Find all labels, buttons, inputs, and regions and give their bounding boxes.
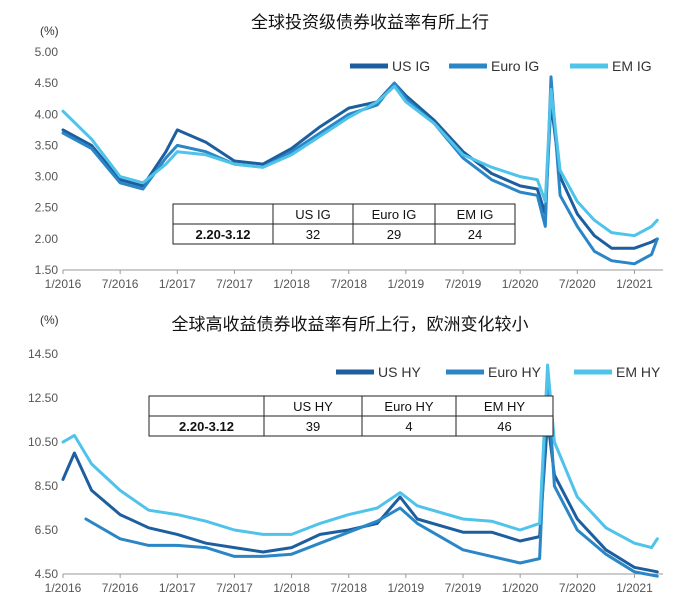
x-tick-label: 1/2019: [388, 581, 425, 595]
x-tick-label: 7/2019: [445, 277, 482, 291]
x-tick-label: 7/2020: [559, 581, 596, 595]
x-tick-label: 1/2018: [273, 277, 310, 291]
y-unit-label: (%): [40, 24, 59, 38]
table-value-cell: 29: [387, 227, 401, 242]
table-value-cell: 24: [468, 227, 482, 242]
legend-label: EM IG: [612, 58, 652, 74]
x-tick-label: 1/2019: [388, 277, 425, 291]
y-tick-label: 5.00: [35, 45, 59, 59]
x-tick-label: 1/2017: [159, 581, 196, 595]
series-line-em-hy: [61, 363, 659, 550]
legend-label: Euro IG: [491, 58, 539, 74]
table-value-cell: 32: [306, 227, 320, 242]
y-tick-label: 2.00: [35, 232, 59, 246]
y-unit-label: (%): [40, 313, 59, 327]
x-tick-label: 7/2019: [445, 581, 482, 595]
table-header-cell: US IG: [295, 207, 330, 222]
x-tick-label: 7/2017: [216, 581, 253, 595]
x-tick-label: 1/2016: [45, 581, 82, 595]
table-value-cell: 2.20-3.12: [179, 419, 234, 434]
x-tick-label: 1/2018: [273, 581, 310, 595]
x-tick-label: 7/2020: [559, 277, 596, 291]
table-header-cell: Euro HY: [384, 399, 433, 414]
x-tick-label: 1/2020: [502, 277, 539, 291]
y-tick-label: 3.00: [35, 170, 59, 184]
x-tick-label: 1/2017: [159, 277, 196, 291]
series-line-euro-hy: [84, 374, 659, 578]
y-tick-label: 6.50: [35, 523, 59, 537]
x-tick-label: 1/2020: [502, 581, 539, 595]
y-tick-label: 3.50: [35, 138, 59, 152]
table-value-cell: 46: [497, 419, 511, 434]
table-value-cell: 4: [405, 419, 412, 434]
x-tick-label: 7/2018: [330, 277, 367, 291]
x-tick-label: 1/2016: [45, 277, 82, 291]
series-line-em-ig: [61, 84, 659, 238]
chart-title: 全球投资级债券收益率有所上行: [251, 13, 489, 32]
x-tick-label: 1/2021: [616, 581, 653, 595]
y-tick-label: 8.50: [35, 479, 59, 493]
table-header-cell: EM HY: [484, 399, 526, 414]
y-tick-label: 14.50: [28, 347, 58, 361]
legend-label: EM HY: [616, 364, 661, 380]
series-line-us-ig: [61, 81, 659, 250]
x-tick-label: 1/2021: [616, 277, 653, 291]
y-tick-label: 4.50: [35, 567, 59, 581]
y-tick-label: 10.50: [28, 435, 58, 449]
y-tick-label: 4.50: [35, 76, 59, 90]
y-tick-label: 1.50: [35, 263, 59, 277]
y-tick-label: 2.50: [35, 201, 59, 215]
series-line-euro-ig: [61, 75, 659, 266]
y-tick-label: 12.50: [28, 391, 58, 405]
table-header-cell: US HY: [293, 399, 333, 414]
x-tick-label: 7/2017: [216, 277, 253, 291]
y-tick-label: 4.00: [35, 107, 59, 121]
table-header-cell: EM IG: [457, 207, 494, 222]
series-line-us-hy: [61, 418, 659, 574]
table-value-cell: 39: [306, 419, 320, 434]
table-header-cell: Euro IG: [372, 207, 417, 222]
legend-label: US HY: [378, 364, 421, 380]
legend-label: Euro HY: [488, 364, 542, 380]
x-tick-label: 7/2016: [102, 581, 139, 595]
x-tick-label: 7/2016: [102, 277, 139, 291]
table-value-cell: 2.20-3.12: [196, 227, 251, 242]
x-tick-label: 7/2018: [330, 581, 367, 595]
chart-title: 全球高收益债券收益率有所上行，欧洲变化较小: [172, 315, 529, 334]
legend-label: US IG: [392, 58, 430, 74]
